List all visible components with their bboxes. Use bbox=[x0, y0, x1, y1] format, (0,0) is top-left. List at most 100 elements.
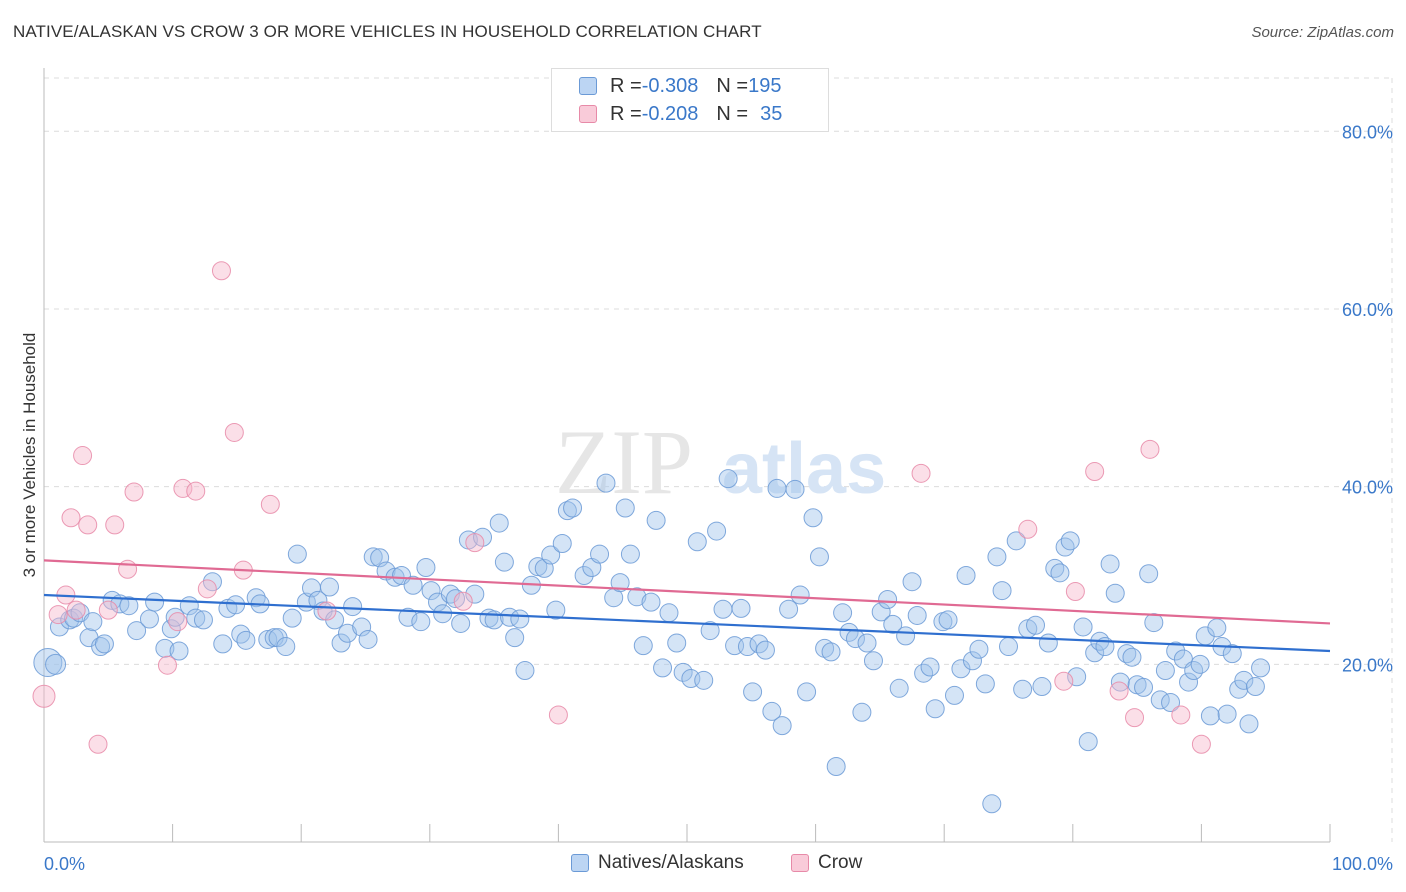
natives-point bbox=[920, 657, 940, 677]
natives-point bbox=[546, 600, 566, 620]
natives-point bbox=[826, 756, 846, 776]
natives-point bbox=[213, 634, 233, 654]
legend-r-value: -0.308 bbox=[641, 74, 699, 97]
bottom-swatch-natives bbox=[571, 854, 589, 872]
legend-row-natives: R = -0.308 N = 195 bbox=[552, 73, 781, 99]
natives-point bbox=[596, 473, 616, 493]
y-tick-label: 20.0% bbox=[1342, 655, 1393, 675]
natives-point bbox=[718, 469, 738, 489]
series-crow-points bbox=[32, 261, 1211, 754]
natives-point bbox=[852, 702, 872, 722]
natives-point bbox=[1190, 654, 1210, 674]
crow-point bbox=[317, 601, 337, 621]
natives-point bbox=[743, 682, 763, 702]
legend-r-value: -0.208 bbox=[641, 102, 699, 125]
natives-point bbox=[1217, 704, 1237, 724]
x-tick-label-max: 100.0% bbox=[1332, 854, 1393, 874]
crow-point bbox=[48, 605, 68, 625]
bottom-legend-natives: Natives/Alaskans bbox=[571, 852, 744, 874]
natives-point bbox=[785, 479, 805, 499]
natives-point bbox=[287, 544, 307, 564]
natives-point bbox=[231, 624, 251, 644]
crow-point bbox=[73, 446, 93, 466]
crow-point bbox=[61, 508, 81, 528]
natives-point bbox=[1060, 531, 1080, 551]
natives-point bbox=[962, 651, 982, 671]
crow-point bbox=[66, 600, 86, 620]
natives-point bbox=[821, 642, 841, 662]
natives-point bbox=[1026, 615, 1046, 635]
natives-point bbox=[956, 565, 976, 585]
natives-point bbox=[951, 659, 971, 679]
crow-point bbox=[168, 612, 188, 632]
crow-point bbox=[186, 481, 206, 501]
natives-point bbox=[731, 598, 751, 618]
natives-point bbox=[1239, 714, 1259, 734]
natives-point bbox=[713, 599, 733, 619]
legend-r-label: R = bbox=[610, 74, 642, 97]
y-tick-label: 40.0% bbox=[1342, 478, 1393, 498]
crow-point bbox=[78, 515, 98, 535]
natives-point bbox=[1222, 644, 1242, 664]
natives-point bbox=[803, 508, 823, 528]
natives-point bbox=[767, 478, 787, 498]
natives-point bbox=[992, 581, 1012, 601]
natives-point bbox=[755, 640, 775, 660]
natives-point bbox=[139, 609, 159, 629]
natives-point bbox=[1055, 537, 1075, 557]
y-axis-title: 3 or more Vehicles in Household bbox=[20, 332, 39, 578]
crow-point bbox=[911, 463, 931, 483]
natives-point bbox=[403, 575, 423, 595]
crow-point bbox=[1054, 671, 1074, 691]
natives-point bbox=[226, 595, 246, 615]
natives-point bbox=[815, 638, 835, 658]
natives-point bbox=[557, 501, 577, 521]
crow-point bbox=[1125, 708, 1145, 728]
natives-point bbox=[938, 610, 958, 630]
crow-point bbox=[453, 591, 473, 611]
natives-point bbox=[1166, 641, 1186, 661]
natives-point bbox=[1050, 563, 1070, 583]
natives-point bbox=[982, 794, 1002, 814]
crow-point bbox=[32, 684, 56, 708]
natives-point bbox=[627, 587, 647, 607]
natives-point bbox=[574, 565, 594, 585]
natives-point bbox=[659, 603, 679, 623]
natives-point bbox=[1100, 554, 1120, 574]
axes bbox=[43, 68, 1331, 843]
natives-point bbox=[1155, 661, 1175, 681]
natives-point bbox=[762, 701, 782, 721]
natives-point bbox=[687, 532, 707, 552]
natives-point bbox=[145, 592, 165, 612]
natives-point bbox=[94, 634, 114, 654]
natives-point bbox=[987, 547, 1007, 567]
legend-n-value: 35 bbox=[760, 102, 783, 125]
natives-point bbox=[1085, 643, 1105, 663]
natives-point bbox=[127, 621, 147, 641]
natives-point bbox=[1105, 583, 1125, 603]
crow-point bbox=[98, 600, 118, 620]
crow-point bbox=[1191, 734, 1211, 754]
stats-legend: R = -0.308 N = 195 R = -0.208 N = 35 bbox=[551, 68, 829, 132]
natives-point bbox=[465, 584, 485, 604]
natives-point bbox=[1251, 658, 1271, 678]
natives-point bbox=[809, 547, 829, 567]
natives-point bbox=[1078, 732, 1098, 752]
bottom-legend-label: Crow bbox=[818, 852, 863, 873]
natives-point bbox=[236, 630, 256, 650]
natives-point bbox=[33, 648, 63, 678]
natives-point bbox=[871, 602, 891, 622]
natives-point bbox=[667, 633, 687, 653]
crow-point bbox=[224, 422, 244, 442]
natives-point bbox=[641, 592, 661, 612]
crow-trend-line bbox=[43, 559, 1331, 625]
watermark: ZIP atlas bbox=[555, 411, 886, 513]
natives-point bbox=[646, 510, 666, 530]
natives-point bbox=[494, 552, 514, 572]
natives-point bbox=[331, 633, 351, 653]
natives-point bbox=[1038, 633, 1058, 653]
watermark-zip: ZIP bbox=[555, 411, 693, 513]
crow-point bbox=[197, 579, 217, 599]
natives-point bbox=[1200, 706, 1220, 726]
